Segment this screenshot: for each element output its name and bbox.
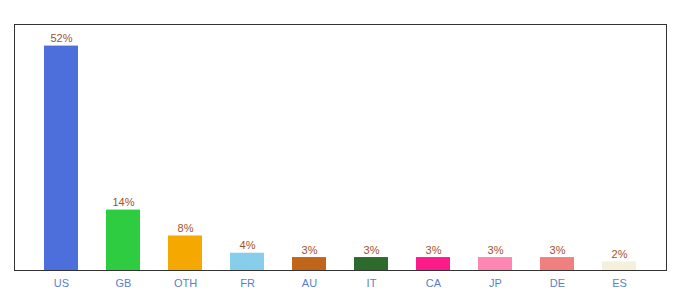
svg-text:CA: CA [426, 277, 442, 289]
svg-text:2%: 2% [612, 248, 628, 260]
svg-text:4%: 4% [240, 239, 256, 251]
svg-text:AU: AU [302, 277, 317, 289]
svg-text:GB: GB [116, 277, 132, 289]
svg-text:US: US [54, 277, 69, 289]
svg-text:DE: DE [550, 277, 565, 289]
svg-text:3%: 3% [550, 244, 566, 256]
svg-text:FR: FR [240, 277, 255, 289]
svg-text:14%: 14% [112, 196, 134, 208]
svg-text:52%: 52% [50, 32, 72, 44]
svg-text:OTH: OTH [174, 277, 197, 289]
svg-text:ES: ES [612, 277, 627, 289]
svg-text:3%: 3% [364, 244, 380, 256]
svg-text:IT: IT [367, 277, 377, 289]
svg-text:8%: 8% [178, 222, 194, 234]
svg-text:JP: JP [489, 277, 502, 289]
svg-text:3%: 3% [302, 244, 318, 256]
svg-text:3%: 3% [488, 244, 504, 256]
svg-text:3%: 3% [426, 244, 442, 256]
